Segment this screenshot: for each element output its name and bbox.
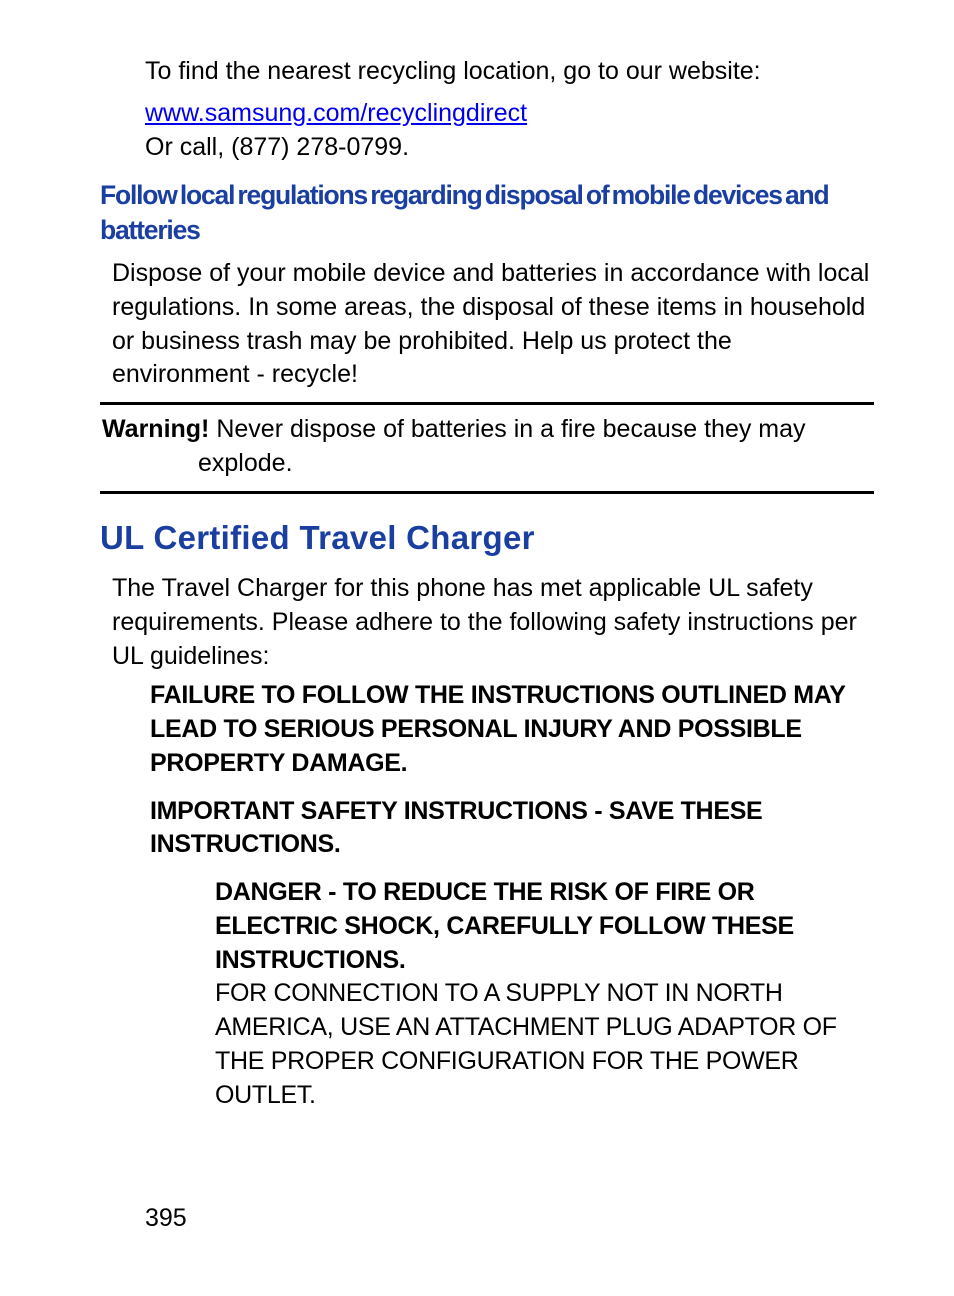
- warning-label: Warning!: [102, 415, 209, 443]
- warning-text-2: explode.: [198, 449, 293, 477]
- ul-charger-heading: UL Certified Travel Charger: [100, 516, 874, 561]
- intro-link-block: www.samsung.com/recyclingdirect Or call,…: [145, 97, 874, 165]
- ul-bold-2: IMPORTANT SAFETY INSTRUCTIONS - SAVE THE…: [150, 795, 854, 863]
- page-number: 395: [145, 1202, 874, 1236]
- disposal-heading: Follow local regulations regarding dispo…: [100, 178, 874, 247]
- rule-top: [100, 402, 874, 405]
- recycling-link[interactable]: www.samsung.com/recyclingdirect: [145, 99, 527, 127]
- ul-bold-1: FAILURE TO FOLLOW THE INSTRUCTIONS OUTLI…: [150, 679, 854, 780]
- danger-body: FOR CONNECTION TO A SUPPLY NOT IN NORTH …: [215, 979, 837, 1108]
- ul-charger-body: The Travel Charger for this phone has me…: [112, 572, 870, 673]
- warning-block: Warning! Never dispose of batteries in a…: [102, 413, 874, 481]
- danger-bold: DANGER - TO REDUCE THE RISK OF FIRE OR E…: [215, 878, 794, 974]
- intro-line-1: To find the nearest recycling location, …: [145, 55, 874, 89]
- rule-bottom: [100, 491, 874, 494]
- warning-text-1: Never dispose of batteries in a fire bec…: [209, 415, 805, 443]
- danger-block: DANGER - TO REDUCE THE RISK OF FIRE OR E…: [215, 876, 844, 1112]
- intro-call-line: Or call, (877) 278-0799.: [145, 133, 409, 161]
- disposal-body: Dispose of your mobile device and batter…: [112, 257, 870, 392]
